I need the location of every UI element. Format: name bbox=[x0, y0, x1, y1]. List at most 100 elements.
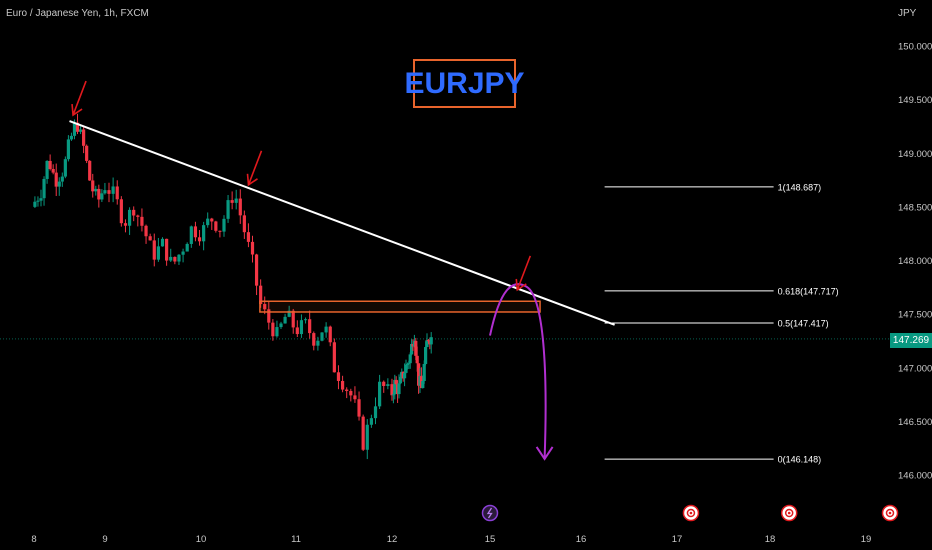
candle-body bbox=[152, 240, 156, 260]
candle-body bbox=[312, 333, 316, 346]
candle-body bbox=[365, 424, 369, 450]
ticker-label: EURJPY bbox=[404, 59, 525, 108]
candle-body bbox=[369, 418, 373, 425]
candle-body bbox=[373, 406, 378, 419]
candle-body bbox=[218, 230, 222, 232]
candle-body bbox=[173, 256, 177, 262]
candle-body bbox=[210, 218, 214, 222]
candle-body bbox=[423, 347, 428, 364]
candle-body bbox=[425, 340, 429, 348]
resistance-zone bbox=[259, 300, 541, 313]
y-tick-label: 146.000 bbox=[898, 471, 932, 482]
candle-body bbox=[397, 383, 401, 395]
candle-body bbox=[48, 160, 52, 169]
candle-body bbox=[402, 372, 407, 379]
candle-body bbox=[75, 122, 80, 132]
candle-body bbox=[349, 391, 353, 396]
event-icons bbox=[481, 504, 899, 522]
candle-body bbox=[287, 310, 291, 317]
candle-body bbox=[100, 193, 104, 200]
candle-body bbox=[60, 176, 64, 182]
y-tick-label: 149.000 bbox=[898, 149, 932, 160]
candle-body bbox=[275, 327, 279, 337]
candle-body bbox=[250, 241, 255, 255]
fib-label: 0.5(147.417) bbox=[778, 319, 829, 329]
candle-body bbox=[421, 380, 425, 388]
candle-body bbox=[416, 363, 421, 386]
candle-body bbox=[254, 254, 259, 286]
candle-body bbox=[409, 343, 414, 355]
candle-body bbox=[345, 389, 349, 392]
candle-body bbox=[45, 160, 49, 179]
candle-body bbox=[378, 381, 382, 407]
red-arrowhead bbox=[246, 173, 258, 187]
candle-body bbox=[69, 135, 74, 140]
candle-body bbox=[246, 232, 251, 242]
candle-body bbox=[414, 340, 418, 356]
candle-body bbox=[340, 380, 345, 390]
candle-body bbox=[386, 384, 390, 387]
candle-body bbox=[140, 216, 144, 226]
candle-body bbox=[54, 172, 58, 187]
candle-body bbox=[181, 251, 185, 255]
candle-body bbox=[144, 225, 148, 237]
candle-body bbox=[185, 243, 189, 252]
projection-path bbox=[489, 283, 547, 459]
touch-arrows bbox=[71, 80, 554, 461]
candle-body bbox=[398, 376, 402, 384]
candle-body bbox=[189, 226, 193, 244]
candle-body bbox=[263, 304, 267, 310]
candle-body bbox=[324, 326, 328, 333]
fib-label: 1(148.687) bbox=[778, 182, 822, 192]
candle-body bbox=[259, 285, 263, 305]
candle-body bbox=[407, 363, 411, 365]
y-tick-label: 147.500 bbox=[898, 310, 932, 321]
y-axis: 150.000 149.500 149.000 148.500 148.000 147.5… bbox=[898, 42, 932, 482]
candle-body bbox=[295, 327, 299, 335]
candle-body bbox=[97, 188, 101, 200]
candle-body bbox=[107, 190, 111, 194]
candle-body bbox=[234, 198, 238, 203]
candle-body bbox=[267, 309, 271, 323]
descending-trendline bbox=[69, 120, 615, 326]
fib-label: 0(146.148) bbox=[778, 455, 822, 465]
candle-body bbox=[123, 223, 128, 226]
candle-body bbox=[33, 201, 37, 207]
candle-body bbox=[85, 145, 89, 161]
y-tick-label: 146.500 bbox=[898, 417, 932, 428]
candle-body bbox=[357, 399, 361, 417]
candle-body bbox=[136, 215, 140, 217]
candle-body bbox=[353, 395, 357, 400]
candle-body bbox=[57, 181, 61, 187]
candle-body bbox=[332, 342, 336, 373]
symbol-title: Euro / Japanese Yen, 1h, FXCM bbox=[6, 8, 149, 19]
candle-body bbox=[408, 354, 412, 364]
candle-body bbox=[111, 186, 115, 194]
candle-body bbox=[336, 372, 341, 381]
candle-body bbox=[238, 198, 242, 216]
red-arrowhead bbox=[515, 278, 527, 292]
projection-arrowhead bbox=[535, 446, 554, 461]
x-tick-label: 17 bbox=[672, 534, 683, 545]
candle-body bbox=[226, 200, 230, 219]
candle-body bbox=[169, 256, 173, 261]
fib-label: 0.618(147.717) bbox=[778, 286, 839, 296]
candle-body bbox=[242, 215, 246, 233]
y-tick-label: 147.000 bbox=[898, 363, 932, 374]
candle-body bbox=[88, 160, 92, 181]
candle-body bbox=[230, 200, 234, 203]
candle-body bbox=[393, 379, 397, 395]
candles-layer bbox=[33, 113, 433, 460]
candle-body bbox=[78, 129, 83, 132]
candle-body bbox=[382, 381, 386, 387]
x-tick-label: 11 bbox=[291, 534, 301, 545]
event-flag-ring bbox=[784, 508, 794, 518]
event-flag-dot bbox=[689, 511, 693, 515]
candle-body bbox=[271, 322, 275, 337]
candle-body bbox=[390, 384, 394, 396]
candle-body bbox=[193, 226, 198, 238]
candle-body bbox=[36, 200, 40, 202]
candle-body bbox=[279, 323, 283, 328]
event-flag-ring bbox=[686, 508, 696, 518]
